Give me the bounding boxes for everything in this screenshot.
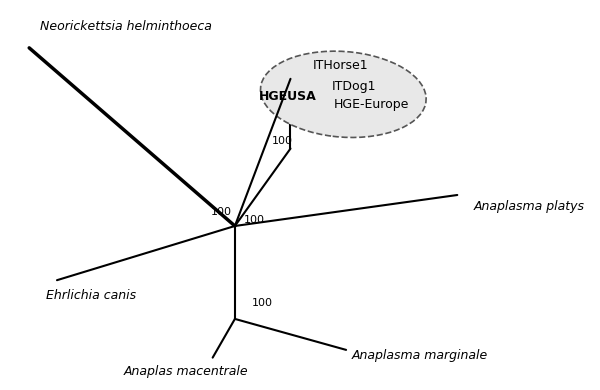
Text: 100: 100 [211,207,232,218]
Text: HGE-Europe: HGE-Europe [334,98,409,110]
Text: HGEUSA: HGEUSA [259,90,317,103]
Text: Neorickettsia helminthoeca: Neorickettsia helminthoeca [40,20,212,33]
Ellipse shape [260,51,426,137]
Text: ITDog1: ITDog1 [332,80,377,93]
Text: 100: 100 [244,215,265,225]
Text: Anaplasma platys: Anaplasma platys [474,200,585,213]
Text: Ehrlichia canis: Ehrlichia canis [46,289,136,302]
Text: Anaplas macentrale: Anaplas macentrale [124,365,248,378]
Text: 100: 100 [272,136,293,146]
Text: ITHorse1: ITHorse1 [313,59,368,72]
Text: Anaplasma marginale: Anaplasma marginale [352,349,488,362]
Text: 100: 100 [252,298,273,308]
